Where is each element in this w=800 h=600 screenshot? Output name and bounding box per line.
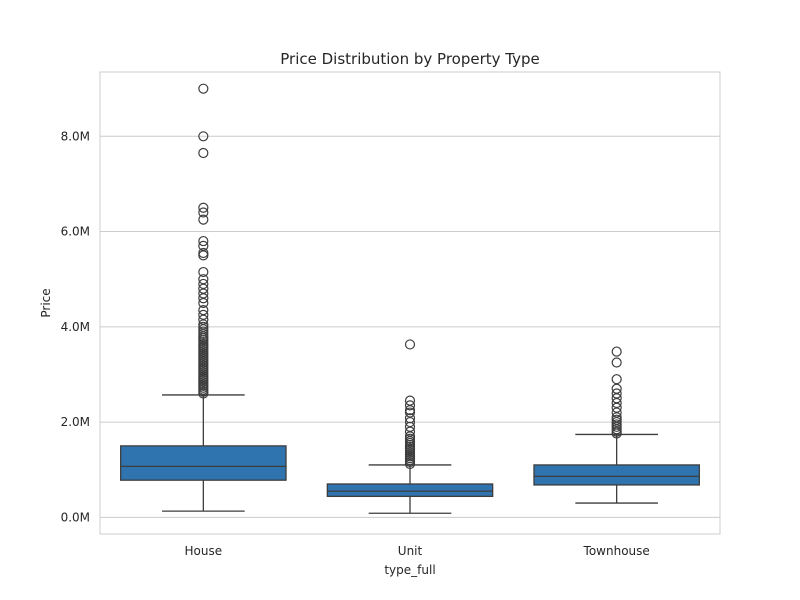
y-tick-label: 0.0M xyxy=(61,510,90,524)
x-axis-label: type_full xyxy=(384,563,435,577)
x-tick-label: Townhouse xyxy=(583,544,650,558)
outlier-point xyxy=(198,305,209,316)
outlier-point xyxy=(404,339,416,350)
plot-area-frame xyxy=(99,71,721,535)
outlier-point xyxy=(404,395,416,406)
y-tick-label: 8.0M xyxy=(61,129,90,143)
outlier-point xyxy=(198,309,209,321)
outlier-point xyxy=(198,247,209,259)
outlier-point xyxy=(611,346,622,357)
outlier-point xyxy=(404,400,416,411)
box-iqr xyxy=(120,445,287,481)
box-group-unit xyxy=(326,339,494,514)
outlier-point xyxy=(611,374,622,385)
outlier-point xyxy=(198,278,209,290)
box-iqr xyxy=(326,483,494,498)
box-iqr xyxy=(533,464,700,486)
y-tick-label: 2.0M xyxy=(61,415,90,429)
outlier-point xyxy=(198,83,209,94)
outlier-point xyxy=(198,131,209,142)
y-axis-label: Price xyxy=(39,288,53,317)
y-axis-ticks: 0.0M 2.0M 4.0M 6.0M 8.0M xyxy=(61,129,90,524)
box-group-house xyxy=(120,83,287,512)
x-tick-label: House xyxy=(185,544,223,558)
outlier-point xyxy=(198,202,209,213)
outlier-point xyxy=(198,235,209,247)
chart-title: Price Distribution by Property Type xyxy=(280,50,540,68)
outlier-point xyxy=(198,214,209,225)
outlier-point xyxy=(611,388,622,399)
x-axis-ticks: House Unit Townhouse xyxy=(185,544,650,558)
y-tick-label: 6.0M xyxy=(61,225,90,239)
box-group-townhouse xyxy=(533,346,700,504)
boxes-layer xyxy=(120,83,700,514)
outlier-point xyxy=(198,266,209,278)
outlier-point xyxy=(198,147,209,159)
outlier-point xyxy=(404,413,416,424)
outlier-point xyxy=(611,357,622,368)
outlier-point xyxy=(198,274,209,285)
outlier-point xyxy=(198,240,209,251)
y-tick-label: 4.0M xyxy=(61,320,90,334)
outlier-point xyxy=(198,207,209,218)
x-tick-label: Unit xyxy=(398,544,423,558)
